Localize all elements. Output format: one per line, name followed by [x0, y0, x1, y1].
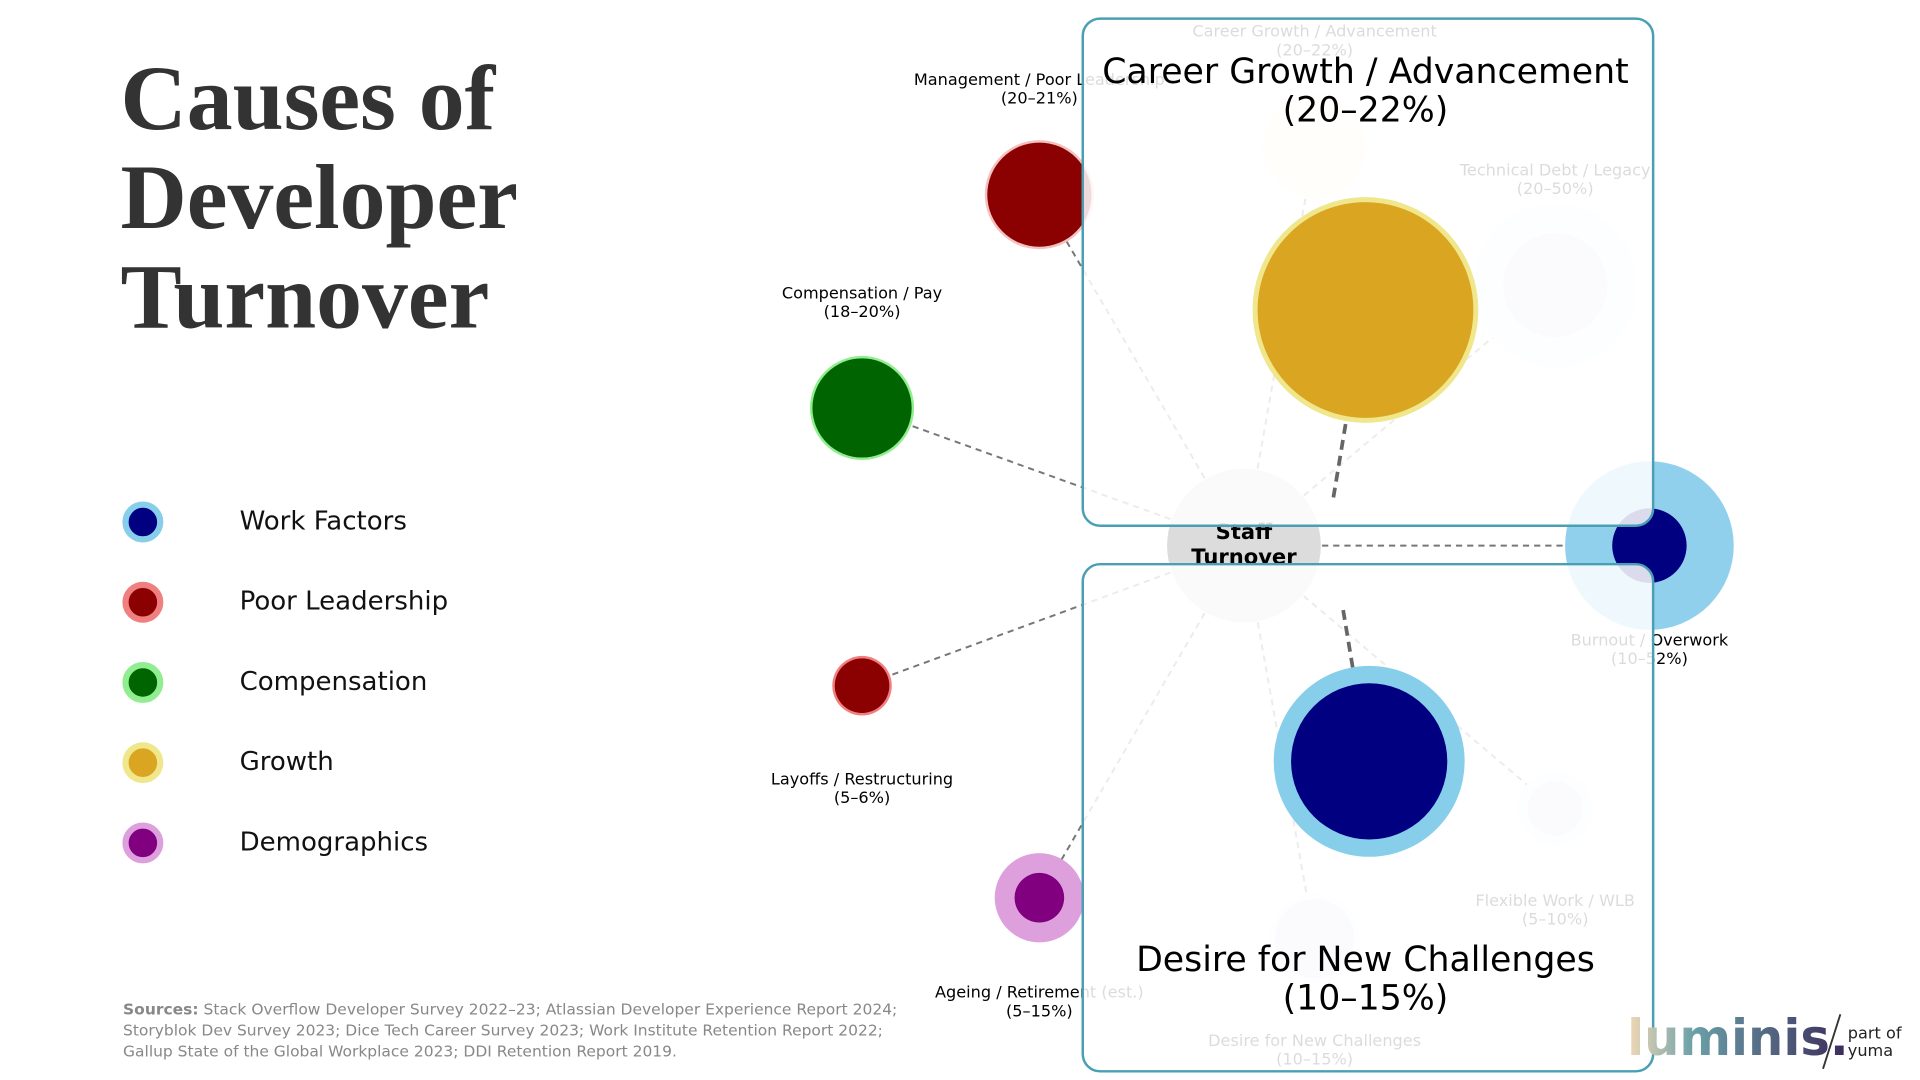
- legend-swatch: [122, 662, 164, 703]
- highlight-node: [1291, 683, 1448, 840]
- sources-line: Storyblok Dev Survey 2023; Dice Tech Car…: [123, 1021, 883, 1039]
- legend-label: Poor Leadership: [240, 587, 449, 617]
- node-range: (18–20%): [824, 302, 901, 321]
- legend-label: Compensation: [240, 667, 428, 697]
- title-line: Developer: [121, 146, 518, 248]
- callout-range: (20–22%): [1283, 91, 1449, 131]
- node: [812, 358, 912, 458]
- legend-label: Work Factors: [240, 507, 407, 537]
- logo-parent: yuma: [1848, 1041, 1893, 1060]
- node: [834, 658, 890, 713]
- callout-pointer: [1331, 423, 1348, 499]
- node-range: (20–21%): [1001, 89, 1078, 108]
- sources-text: Storyblok Dev Survey 2023; Dice Tech Car…: [123, 1021, 883, 1039]
- sources-text: Gallup State of the Global Workplace 202…: [123, 1042, 677, 1060]
- legend-swatch: [122, 742, 164, 784]
- legend-label: Growth: [240, 747, 334, 777]
- sources-label: Sources:: [123, 1000, 199, 1018]
- node: [1014, 872, 1065, 923]
- sources-text: Stack Overflow Developer Survey 2022–23;…: [204, 1000, 898, 1018]
- logo-part-of: part of: [1848, 1024, 1902, 1043]
- logo-brand: luminis.: [1627, 1009, 1849, 1067]
- node: [987, 142, 1092, 247]
- callout-title: Desire for New Challenges: [1136, 940, 1595, 980]
- title-line: Turnover: [121, 245, 490, 347]
- highlight-node: [1252, 197, 1479, 423]
- node-name: Compensation / Pay: [782, 283, 943, 302]
- callout-pointer: [1341, 609, 1355, 670]
- title-line: Causes of: [121, 47, 497, 149]
- node-name: Layoffs / Restructuring: [771, 769, 953, 788]
- legend-swatch: [122, 822, 164, 864]
- sources-line: Sources: Stack Overflow Developer Survey …: [123, 1000, 897, 1018]
- legend-swatch: [122, 501, 164, 543]
- logo-divider: [1822, 1014, 1842, 1070]
- legend-swatch: [122, 581, 164, 623]
- sources-line: Gallup State of the Global Workplace 202…: [123, 1042, 677, 1060]
- legend-label: Demographics: [240, 827, 429, 857]
- node-range: (5–15%): [1006, 1001, 1073, 1020]
- callout-range: (10–15%): [1283, 978, 1449, 1018]
- node-range: (5–6%): [834, 788, 890, 807]
- callout-title: Career Growth / Advancement: [1102, 52, 1629, 92]
